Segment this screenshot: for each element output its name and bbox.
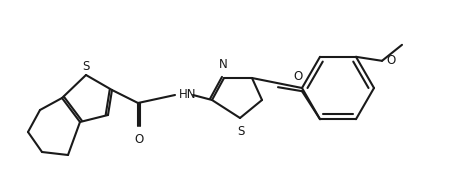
Text: N: N — [219, 58, 227, 71]
Text: HN: HN — [179, 87, 196, 101]
Text: O: O — [386, 54, 395, 67]
Text: S: S — [237, 125, 245, 138]
Text: S: S — [82, 60, 90, 73]
Text: O: O — [134, 133, 144, 146]
Text: O: O — [293, 70, 303, 83]
